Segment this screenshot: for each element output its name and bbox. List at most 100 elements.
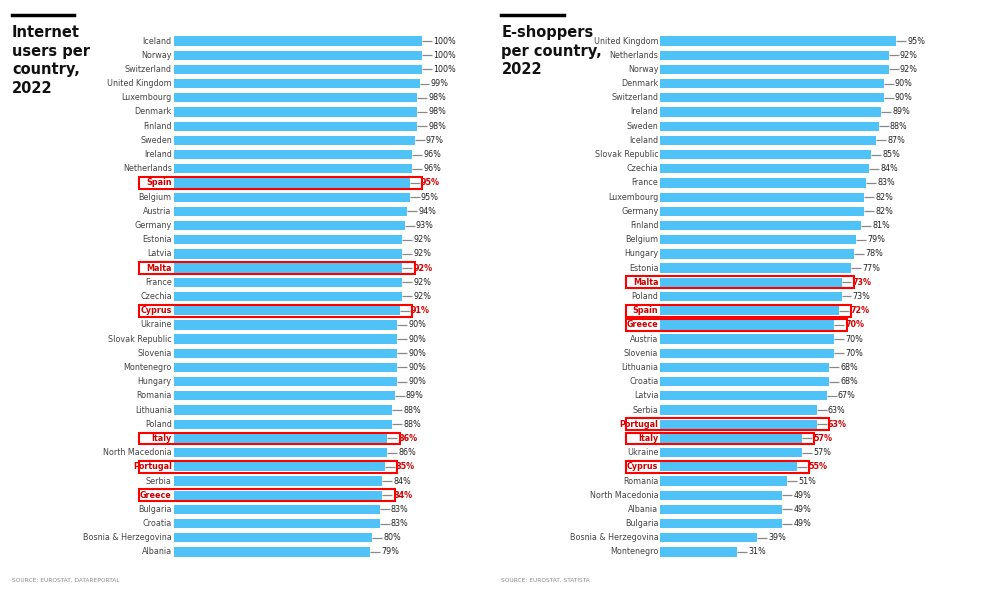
Text: 55%: 55% — [808, 463, 827, 471]
Text: 92%: 92% — [900, 65, 918, 74]
Text: 95%: 95% — [908, 37, 925, 46]
Bar — [174, 462, 384, 471]
Text: 89%: 89% — [406, 391, 424, 400]
Text: Bosnia & Herzegovina: Bosnia & Herzegovina — [570, 533, 658, 543]
Text: Sweden: Sweden — [140, 136, 172, 145]
Text: Romania: Romania — [136, 391, 172, 400]
Bar — [174, 505, 379, 514]
Bar — [660, 292, 842, 301]
Text: 100%: 100% — [433, 37, 456, 46]
Text: Estonia: Estonia — [629, 264, 658, 273]
Bar — [174, 50, 422, 60]
Bar — [660, 249, 854, 259]
Bar — [660, 420, 816, 429]
Text: 49%: 49% — [793, 505, 811, 514]
Text: Belgium: Belgium — [626, 235, 658, 244]
Bar — [660, 533, 758, 543]
Text: Luxembourg: Luxembourg — [121, 93, 172, 102]
Text: 70%: 70% — [845, 320, 864, 329]
Bar — [660, 93, 884, 103]
Text: Serbia: Serbia — [146, 477, 172, 486]
Text: 79%: 79% — [381, 547, 399, 556]
Text: 90%: 90% — [408, 377, 426, 386]
Text: Belgium: Belgium — [139, 193, 172, 202]
Bar — [174, 334, 397, 344]
Text: Slovak Republic: Slovak Republic — [108, 334, 172, 343]
Text: Croatia: Croatia — [143, 519, 172, 528]
Text: 84%: 84% — [393, 477, 411, 486]
Text: Cyprus: Cyprus — [140, 306, 172, 315]
Text: Latvia: Latvia — [634, 391, 658, 400]
Text: Portugal: Portugal — [620, 420, 658, 429]
Bar — [660, 320, 834, 330]
Text: France: France — [632, 178, 658, 187]
Text: Spain: Spain — [146, 178, 172, 187]
Bar — [174, 490, 382, 500]
Bar — [660, 107, 882, 117]
Text: 100%: 100% — [433, 50, 456, 60]
Bar — [660, 406, 816, 415]
Text: Germany: Germany — [134, 221, 172, 230]
Text: Bulgaria: Bulgaria — [625, 519, 658, 528]
Text: 68%: 68% — [840, 363, 858, 372]
Text: Italy: Italy — [638, 434, 658, 443]
Text: 49%: 49% — [793, 519, 811, 528]
Bar — [660, 448, 802, 457]
Text: 91%: 91% — [411, 306, 430, 315]
Text: SOURCE: EUROSTAT, DATAREPORTAL: SOURCE: EUROSTAT, DATAREPORTAL — [12, 578, 119, 582]
Text: Albania: Albania — [142, 547, 172, 556]
Text: E-shoppers
per country,
2022: E-shoppers per country, 2022 — [501, 25, 602, 77]
Text: 83%: 83% — [391, 519, 409, 528]
Text: Czechia: Czechia — [627, 164, 658, 173]
Bar — [660, 505, 782, 514]
Text: 57%: 57% — [813, 448, 831, 457]
Text: Norway: Norway — [628, 65, 658, 74]
Text: Czechia: Czechia — [140, 292, 172, 301]
Text: Spain: Spain — [633, 306, 658, 315]
Text: 90%: 90% — [408, 363, 426, 372]
Bar — [174, 178, 409, 187]
Bar — [660, 122, 879, 131]
Text: 88%: 88% — [890, 122, 908, 130]
Text: 86%: 86% — [398, 434, 418, 443]
Text: SOURCE: EUROSTAT, STATISTA: SOURCE: EUROSTAT, STATISTA — [501, 578, 590, 582]
Bar — [660, 363, 829, 372]
Text: 85%: 85% — [883, 150, 901, 159]
Text: 98%: 98% — [428, 107, 446, 116]
Bar — [660, 434, 802, 443]
Bar — [174, 391, 394, 400]
Bar — [174, 377, 397, 386]
Bar — [660, 306, 839, 315]
Bar — [660, 221, 862, 230]
Text: 92%: 92% — [413, 292, 431, 301]
Text: 90%: 90% — [408, 349, 426, 358]
Bar — [174, 547, 369, 557]
Text: 96%: 96% — [423, 150, 441, 159]
Text: 80%: 80% — [383, 533, 401, 543]
Text: 95%: 95% — [421, 178, 440, 187]
Text: 90%: 90% — [895, 93, 913, 102]
Text: Lithuania: Lithuania — [135, 406, 172, 415]
Bar — [660, 178, 866, 187]
Text: 84%: 84% — [880, 164, 898, 173]
Bar — [660, 79, 884, 88]
Bar — [174, 164, 412, 173]
Bar — [174, 434, 387, 443]
Text: 88%: 88% — [403, 406, 421, 415]
Text: Luxembourg: Luxembourg — [608, 193, 658, 202]
Text: 31%: 31% — [749, 547, 767, 556]
Text: 98%: 98% — [428, 93, 446, 102]
Bar — [660, 164, 869, 173]
Text: Latvia: Latvia — [147, 250, 172, 259]
Bar — [174, 420, 392, 429]
Text: 97%: 97% — [426, 136, 444, 145]
Text: Finland: Finland — [630, 221, 658, 230]
Text: 79%: 79% — [868, 235, 886, 244]
Text: Italy: Italy — [152, 434, 172, 443]
Bar — [174, 476, 382, 486]
Text: 94%: 94% — [418, 207, 436, 216]
Text: 68%: 68% — [840, 377, 858, 386]
Text: 90%: 90% — [895, 79, 913, 88]
Bar — [660, 207, 864, 216]
Bar — [174, 107, 417, 117]
